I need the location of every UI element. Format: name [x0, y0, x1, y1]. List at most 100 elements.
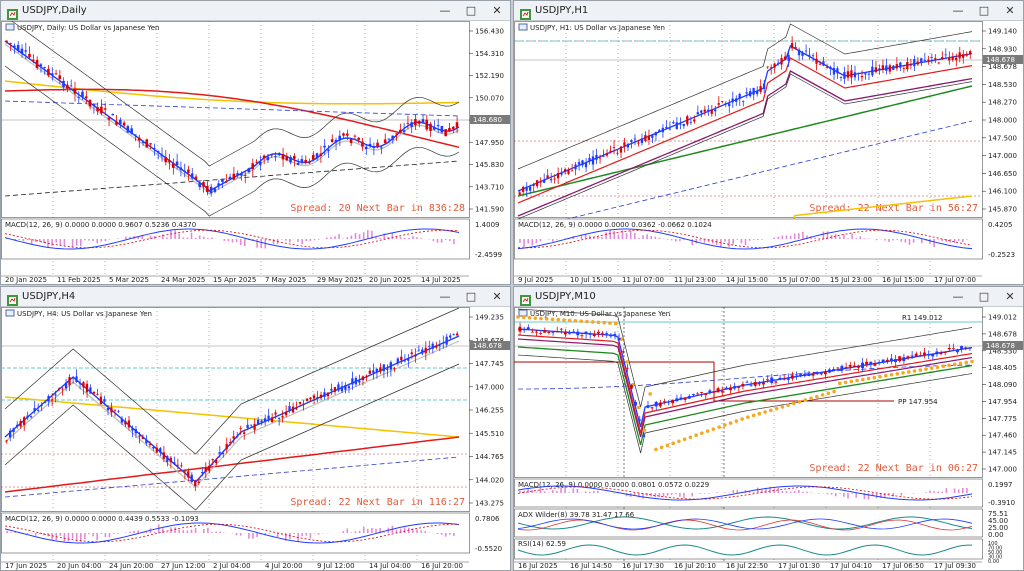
chart-window-h4[interactable]: USDJPY,H4 — □ ✕ 149.235 148.678 147.745 147…: [0, 286, 511, 571]
candle-body: [899, 62, 902, 68]
minimize-button[interactable]: —: [439, 3, 451, 17]
candle-body: [130, 128, 133, 134]
close-button[interactable]: ✕: [1005, 289, 1015, 303]
candle-body: [19, 421, 22, 427]
close-button[interactable]: ✕: [492, 289, 502, 303]
candle-body: [654, 401, 658, 407]
candle-body: [288, 406, 291, 412]
window-titlebar[interactable]: USDJPY,H4 — □ ✕: [1, 287, 510, 307]
candle-body: [291, 406, 295, 413]
ma-green: [517, 85, 973, 197]
candle-body: [115, 121, 118, 125]
psar-dot: [878, 374, 882, 379]
window-titlebar[interactable]: USDJPY,Daily — □ ✕: [1, 1, 510, 21]
window-titlebar[interactable]: USDJPY,M10 — □ ✕: [514, 287, 1023, 307]
price-chart[interactable]: 149.140 148.930 148.678 148.530 148.270 148.0…: [514, 21, 1024, 285]
maximize-button[interactable]: □: [465, 3, 477, 17]
candle-body: [134, 134, 137, 136]
candle-body: [5, 440, 8, 442]
candle-body: [160, 154, 164, 157]
price-label: 145.870: [988, 206, 1017, 214]
minimize-button[interactable]: —: [952, 3, 964, 17]
candle-body: [284, 412, 288, 416]
candle-body: [39, 64, 43, 67]
macd-panel: [1, 512, 470, 554]
ma-red: [4, 88, 460, 149]
psar-dot: [734, 419, 739, 423]
adx-label: ADX Wilder(8) 39.78 31.47 17.66: [518, 511, 635, 519]
candle-body: [124, 421, 127, 425]
psar-dot: [849, 379, 854, 384]
time-label: 11 Jul 07:00: [622, 276, 664, 284]
chart-window-daily[interactable]: USDJPY,Daily — □ ✕ 156.430 154.310 152.190…: [0, 0, 511, 285]
candle-body: [856, 365, 860, 368]
candle-body: [153, 147, 156, 149]
candle-body: [342, 133, 345, 136]
adx-axis-label: 25.00: [988, 524, 1008, 532]
maximize-button[interactable]: □: [978, 289, 990, 303]
macd-axis-label: 0.7806: [475, 515, 500, 523]
candle-body: [36, 409, 40, 411]
minimize-button[interactable]: —: [952, 289, 964, 303]
close-button[interactable]: ✕: [1005, 3, 1015, 17]
time-label: 24 Jun 20:00: [109, 562, 153, 570]
candle-body: [804, 50, 808, 52]
candle-body: [5, 40, 9, 42]
psar-dot: [895, 372, 900, 376]
candle-body: [346, 133, 349, 136]
candle-body: [398, 129, 402, 133]
candle-body: [319, 153, 323, 156]
psar-dot: [671, 441, 675, 446]
psar-dot: [952, 362, 957, 367]
candle-body: [808, 54, 811, 56]
minimize-button[interactable]: —: [439, 289, 451, 303]
time-label: 17 Jul 06:50: [882, 562, 924, 570]
chart-area[interactable]: 149.235 148.678 147.745 147.000 146.255 145.5…: [1, 307, 510, 570]
candle-body: [934, 58, 937, 60]
candle-body: [43, 401, 47, 403]
candle-body: [410, 352, 413, 355]
chart-area[interactable]: 149.012 148.678 148.530 148.405 148.090 147.9…: [514, 307, 1023, 570]
chart-window-h1[interactable]: USDJPY,H1 — □ ✕ 149.140 148.930 148.678 148…: [513, 0, 1024, 285]
candle-body: [262, 155, 266, 159]
candle-body: [906, 356, 910, 359]
psar-dot: [723, 423, 727, 427]
candle-body: [198, 182, 202, 188]
chart-window-m10[interactable]: USDJPY,M10 — □ ✕ 149.012 148.678 148.530 14…: [513, 286, 1024, 571]
candle-body: [559, 328, 563, 330]
psar-dot: [774, 406, 779, 411]
candle-body: [239, 428, 242, 429]
candle-body: [654, 132, 657, 136]
candle-body: [417, 120, 421, 124]
candle-body: [134, 429, 138, 434]
window-titlebar[interactable]: USDJPY,H1 — □ ✕: [514, 1, 1023, 21]
candle-body: [829, 66, 832, 70]
candle-body: [626, 143, 630, 148]
close-button[interactable]: ✕: [492, 3, 502, 17]
candle-body: [844, 367, 848, 368]
price-chart[interactable]: 149.235 148.678 147.745 147.000 146.255 145.5…: [1, 307, 511, 571]
candle-body: [393, 368, 396, 369]
candle-body: [69, 85, 73, 87]
candle-body: [361, 376, 365, 381]
maximize-button[interactable]: □: [465, 289, 477, 303]
candle-body: [521, 187, 525, 192]
maximize-button[interactable]: □: [978, 3, 990, 17]
candle-body: [902, 357, 906, 362]
candle-body: [846, 71, 850, 78]
price-chart[interactable]: 149.012148.678148.530148.405148.090147.9…: [514, 307, 1024, 571]
candle-body: [353, 135, 357, 137]
candle-body: [906, 61, 909, 70]
candle-body: [551, 332, 555, 334]
candle-body: [267, 415, 270, 420]
candle-body: [797, 49, 801, 56]
candle-body: [15, 424, 19, 427]
chart-area[interactable]: 156.430 154.310 152.190 150.070 148.680 147.9…: [1, 21, 510, 284]
candle-body: [338, 135, 342, 141]
price-chart[interactable]: 156.430 154.310 152.190 150.070 148.680 147.9…: [1, 21, 511, 285]
candle-body: [621, 351, 625, 353]
psar-dot: [924, 367, 928, 371]
time-label: 14 Jul 04:00: [369, 562, 411, 570]
candle-body: [637, 142, 640, 144]
chart-area[interactable]: 149.140 148.930 148.678 148.530 148.270 148.0…: [514, 21, 1023, 284]
